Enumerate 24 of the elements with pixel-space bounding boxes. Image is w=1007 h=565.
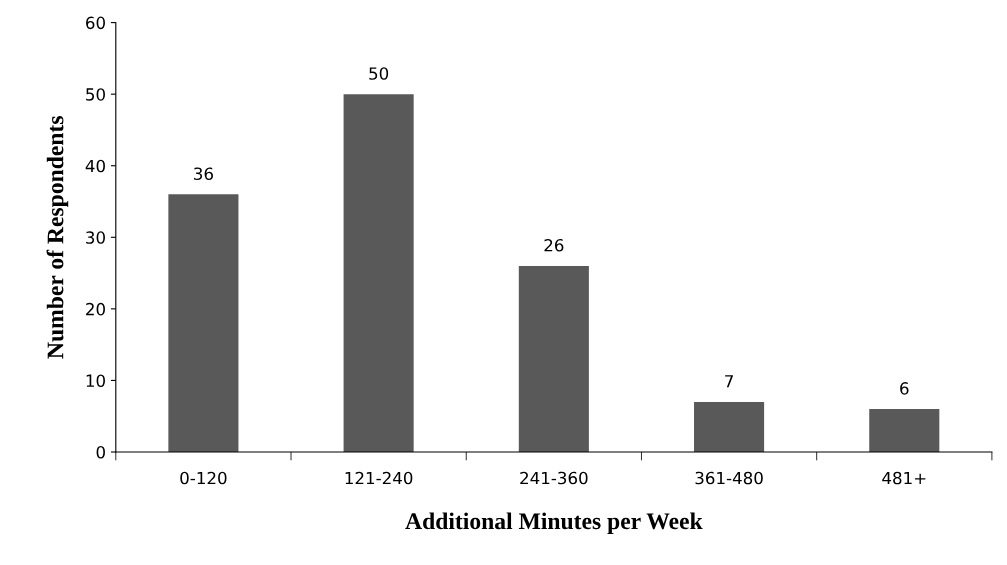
data-label: 26 xyxy=(544,238,564,252)
x-tick-label: 361-480 xyxy=(695,471,763,485)
y-axis-title: Number of Respondents xyxy=(46,116,69,359)
data-label: 50 xyxy=(369,67,389,80)
data-label: 7 xyxy=(725,375,733,388)
y-tick-label: 20 xyxy=(86,302,105,316)
y-tick-label: 60 xyxy=(86,16,105,30)
y-tick-label: 40 xyxy=(85,159,105,173)
y-tick-label: 10 xyxy=(86,374,105,387)
x-axis-title: Additional Minutes per Week xyxy=(405,512,703,534)
y-tick-label: 30 xyxy=(86,231,105,244)
data-label: 6 xyxy=(900,382,909,395)
y-tick-label: 50 xyxy=(86,88,105,101)
bar xyxy=(869,409,940,452)
bar xyxy=(694,401,765,452)
x-tick-label: 241-360 xyxy=(520,471,588,485)
data-label: 36 xyxy=(194,167,213,181)
x-tick-label: 121-240 xyxy=(345,471,413,485)
bar xyxy=(168,194,239,452)
x-tick-label: 0-120 xyxy=(180,471,227,485)
bar xyxy=(518,265,589,452)
y-tick-label: 0 xyxy=(96,445,105,459)
bar xyxy=(343,94,414,452)
x-tick-label: 481+ xyxy=(882,471,926,485)
